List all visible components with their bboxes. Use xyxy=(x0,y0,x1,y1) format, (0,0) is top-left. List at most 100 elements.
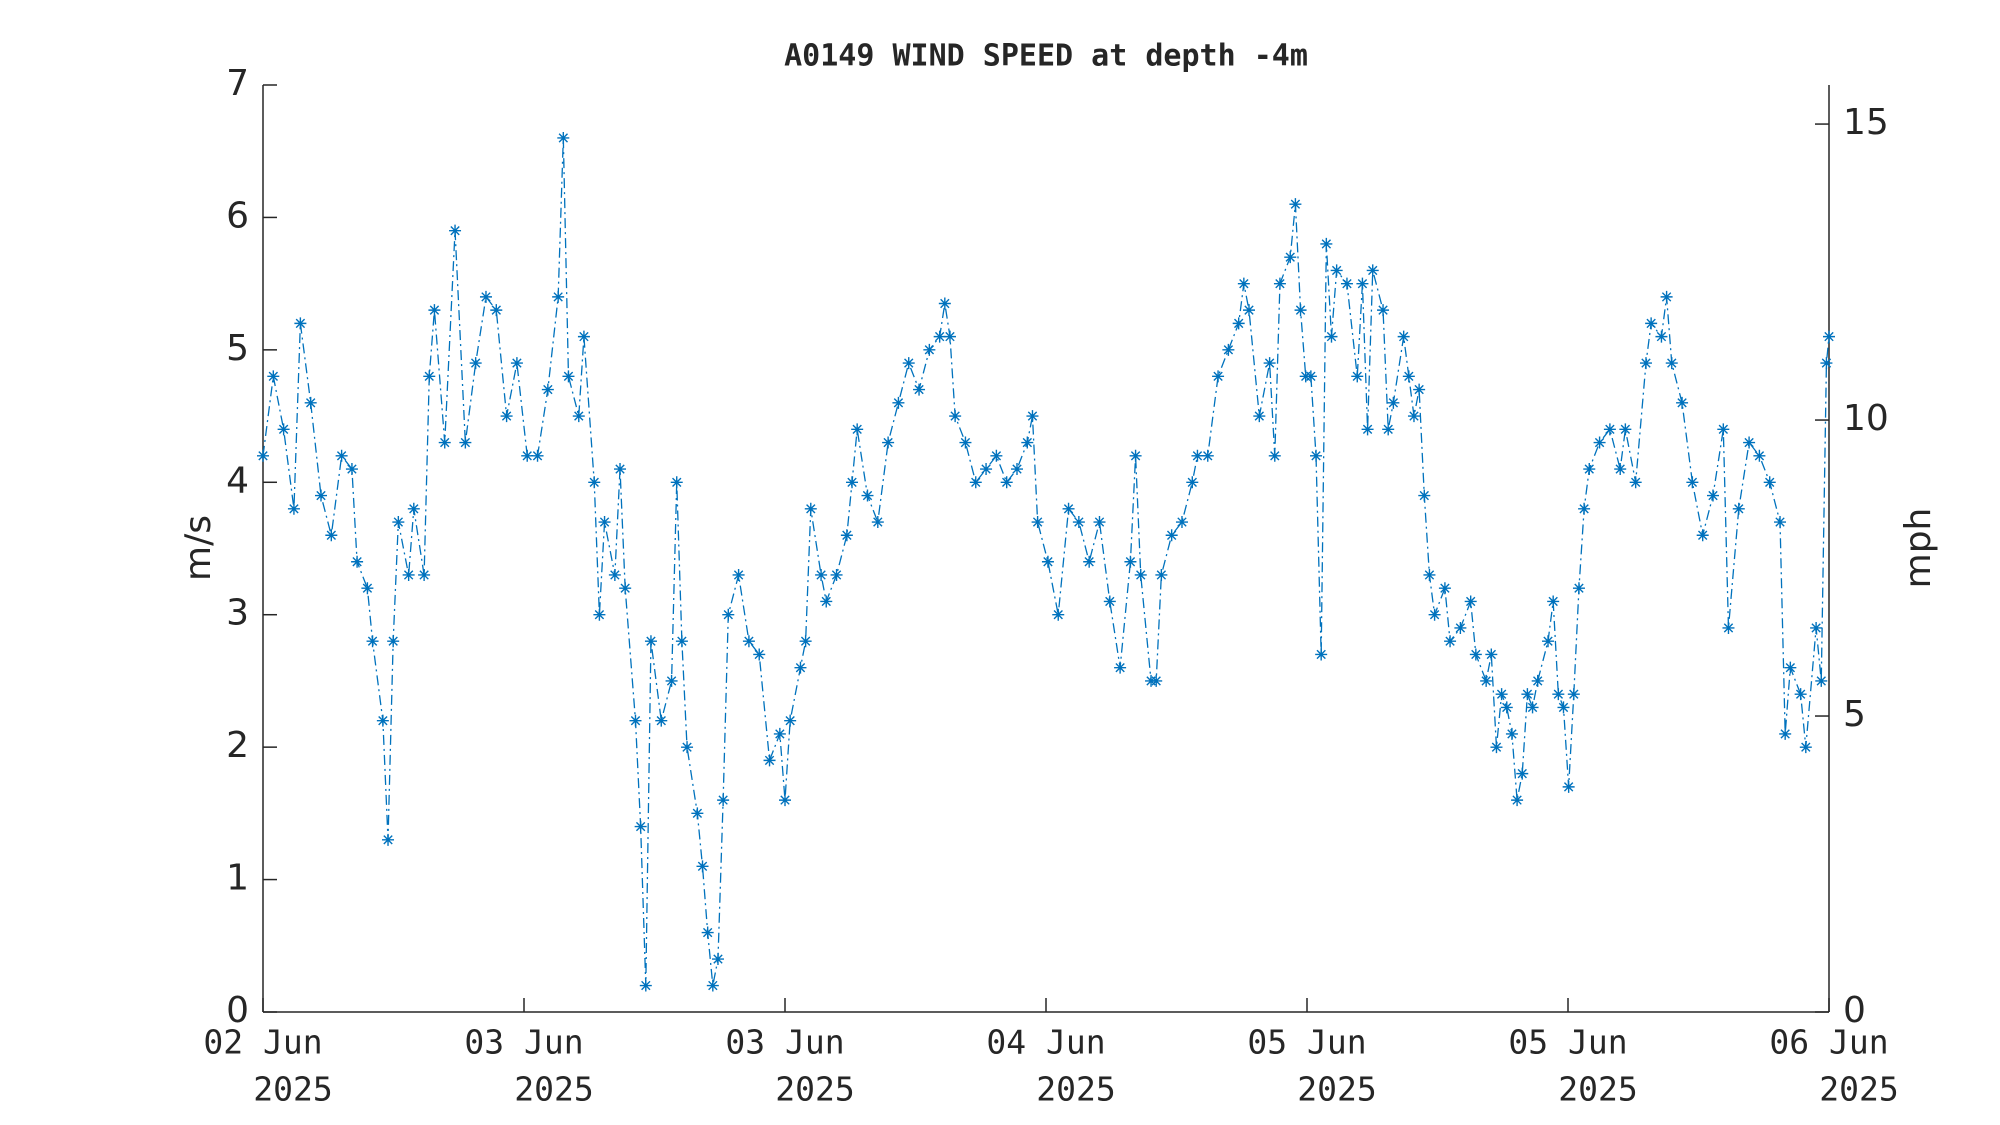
data-marker xyxy=(681,741,694,754)
data-marker xyxy=(1583,463,1596,476)
x-tick-label: 2025 xyxy=(1297,1070,1376,1109)
data-marker xyxy=(438,436,451,449)
data-marker xyxy=(1031,516,1044,529)
data-marker xyxy=(521,449,534,462)
data-marker xyxy=(1263,357,1276,370)
y2-tick-label: 10 xyxy=(1843,398,1889,439)
data-marker xyxy=(1567,688,1580,701)
data-marker xyxy=(861,489,874,502)
data-marker xyxy=(1547,595,1560,608)
data-marker xyxy=(1505,727,1518,740)
data-marker xyxy=(1175,516,1188,529)
data-marker xyxy=(469,357,482,370)
data-line xyxy=(262,137,1830,986)
x-tick-label: 03 Jun xyxy=(464,1023,583,1062)
x-tick-label: 05 Jun xyxy=(1508,1023,1627,1062)
data-marker xyxy=(820,595,833,608)
data-marker xyxy=(665,674,678,687)
data-marker xyxy=(1237,277,1250,290)
data-marker xyxy=(990,449,1003,462)
data-marker xyxy=(840,529,853,542)
x-tick-label: 03 Jun xyxy=(725,1023,844,1062)
data-marker xyxy=(614,463,627,476)
data-marker xyxy=(1325,330,1338,343)
y-tick-label: 3 xyxy=(226,593,249,634)
data-marker xyxy=(1696,529,1709,542)
y2-tick-label: 0 xyxy=(1843,990,1866,1031)
y-axis-label: m/s xyxy=(178,515,219,581)
data-marker xyxy=(1428,608,1441,621)
data-marker xyxy=(670,476,683,489)
x-tick-label: 04 Jun xyxy=(986,1023,1105,1062)
x-tick-label: 2025 xyxy=(514,1070,593,1109)
data-marker xyxy=(1253,410,1266,423)
data-marker xyxy=(1366,264,1379,277)
data-marker xyxy=(1815,674,1828,687)
chart-title: A0149 WIND SPEED at depth -4m xyxy=(784,39,1308,74)
data-marker xyxy=(1402,370,1415,383)
data-marker xyxy=(335,449,348,462)
data-marker xyxy=(1351,370,1364,383)
data-marker xyxy=(402,568,415,581)
data-marker xyxy=(557,131,570,144)
data-marker xyxy=(1572,582,1585,595)
data-marker xyxy=(1823,330,1835,343)
data-marker xyxy=(1732,502,1745,515)
data-marker xyxy=(418,568,431,581)
data-marker xyxy=(794,661,807,674)
data-marker xyxy=(1356,277,1369,290)
data-marker xyxy=(1083,555,1096,568)
data-marker xyxy=(1284,251,1297,264)
data-marker xyxy=(1114,661,1127,674)
data-marker xyxy=(1304,370,1317,383)
data-marker xyxy=(1418,489,1431,502)
data-marker xyxy=(1614,463,1627,476)
data-marker xyxy=(629,714,642,727)
data-marker xyxy=(1011,463,1023,476)
y2-tick-label: 5 xyxy=(1843,694,1866,735)
data-marker xyxy=(1820,357,1833,370)
data-marker xyxy=(1315,648,1328,661)
data-marker xyxy=(634,820,647,833)
data-marker xyxy=(644,635,657,648)
data-marker xyxy=(1407,410,1420,423)
data-marker xyxy=(1310,449,1323,462)
data-marker xyxy=(763,754,776,767)
data-marker xyxy=(1469,648,1482,661)
data-marker xyxy=(1150,674,1163,687)
data-marker xyxy=(949,410,962,423)
data-marker xyxy=(577,330,590,343)
data-marker xyxy=(892,396,905,409)
data-marker xyxy=(846,476,859,489)
data-marker xyxy=(943,330,956,343)
data-marker xyxy=(902,357,915,370)
data-marker xyxy=(1072,516,1085,529)
data-marker xyxy=(351,555,364,568)
data-marker xyxy=(1289,198,1302,211)
data-marker xyxy=(980,463,993,476)
data-marker xyxy=(1222,343,1235,356)
y-tick-label: 5 xyxy=(226,328,249,369)
data-marker xyxy=(510,357,523,370)
data-marker xyxy=(459,436,472,449)
data-marker xyxy=(392,516,405,529)
data-marker xyxy=(490,304,503,317)
data-marker xyxy=(1320,237,1333,250)
data-marker xyxy=(959,436,972,449)
data-marker xyxy=(1052,608,1065,621)
data-marker xyxy=(1377,304,1390,317)
data-marker xyxy=(1268,449,1281,462)
data-marker xyxy=(1655,330,1668,343)
data-marker xyxy=(1774,516,1787,529)
data-marker xyxy=(1438,582,1451,595)
data-marker xyxy=(1722,621,1735,634)
data-marker xyxy=(541,383,554,396)
data-marker xyxy=(871,516,884,529)
data-marker xyxy=(1531,674,1544,687)
data-marker xyxy=(304,396,317,409)
y-tick-label: 7 xyxy=(226,63,249,104)
x-tick-label: 06 Jun xyxy=(1769,1023,1888,1062)
data-marker xyxy=(1413,383,1426,396)
data-marker xyxy=(325,529,338,542)
x-tick-label: 02 Jun xyxy=(203,1023,322,1062)
